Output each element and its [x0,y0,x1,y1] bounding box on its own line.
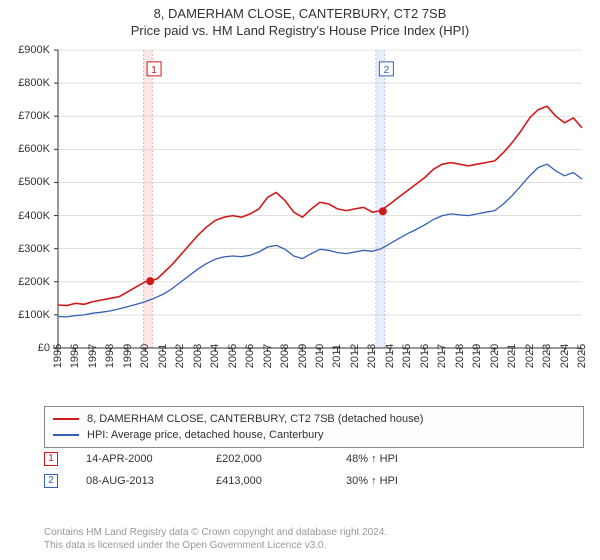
x-tick-label: 1999 [122,344,134,368]
x-tick-label: 2006 [244,344,256,368]
marker-hpi-1: 48% ↑ HPI [346,453,476,465]
marker-date-2: 08-AUG-2013 [86,475,216,487]
marker-hpi-2: 30% ↑ HPI [346,475,476,487]
x-tick-label: 2014 [384,344,396,368]
chart-container: 8, DAMERHAM CLOSE, CANTERBURY, CT2 7SB P… [0,0,600,560]
x-tick-label: 2016 [419,344,431,368]
y-tick-label: £300K [10,243,54,255]
x-tick-label: 2007 [262,344,274,368]
x-tick-label: 2021 [506,344,518,368]
marker-price-2: £413,000 [216,475,346,487]
marker-badge-1: 1 [44,452,58,466]
marker-table: 1 14-APR-2000 £202,000 48% ↑ HPI 2 08-AU… [44,448,476,492]
y-tick-label: £600K [10,143,54,155]
x-tick-label: 1995 [52,344,64,368]
svg-text:2: 2 [384,65,390,76]
chart-area: 1 2 £0 £100K £200K £300K £400K £500K £600K £700K… [10,44,590,399]
title-line-2: Price paid vs. HM Land Registry's House … [0,23,600,38]
legend-swatch-2 [53,434,79,436]
x-tick-label: 2005 [227,344,239,368]
x-tick-label: 2004 [209,344,221,368]
title-block: 8, DAMERHAM CLOSE, CANTERBURY, CT2 7SB P… [0,0,600,38]
title-line-1: 8, DAMERHAM CLOSE, CANTERBURY, CT2 7SB [0,6,600,21]
x-tick-label: 2010 [314,344,326,368]
legend-swatch-1 [53,418,79,420]
y-tick-label: £200K [10,276,54,288]
x-tick-label: 2024 [559,344,571,368]
legend-row-2: HPI: Average price, detached house, Cant… [53,427,575,443]
y-tick-label: £800K [10,77,54,89]
x-tick-label: 2008 [279,344,291,368]
x-tick-label: 2020 [489,344,501,368]
x-tick-label: 2019 [471,344,483,368]
marker-row-2: 2 08-AUG-2013 £413,000 30% ↑ HPI [44,470,476,492]
legend-row-1: 8, DAMERHAM CLOSE, CANTERBURY, CT2 7SB (… [53,411,575,427]
x-tick-label: 2003 [192,344,204,368]
marker-row-1: 1 14-APR-2000 £202,000 48% ↑ HPI [44,448,476,470]
x-tick-label: 2023 [541,344,553,368]
marker-badge-2: 2 [44,474,58,488]
footer: Contains HM Land Registry data © Crown c… [44,526,387,552]
x-tick-label: 1997 [87,344,99,368]
marker-date-1: 14-APR-2000 [86,453,216,465]
x-tick-label: 2002 [174,344,186,368]
x-tick-label: 2018 [454,344,466,368]
y-tick-label: £100K [10,309,54,321]
marker-price-1: £202,000 [216,453,346,465]
y-tick-label: £0 [10,342,54,354]
y-tick-label: £500K [10,176,54,188]
svg-text:1: 1 [151,65,157,76]
x-tick-label: 2001 [157,344,169,368]
x-tick-label: 1998 [104,344,116,368]
x-tick-label: 1996 [69,344,81,368]
x-tick-label: 2025 [576,344,588,368]
legend-label-1: 8, DAMERHAM CLOSE, CANTERBURY, CT2 7SB (… [87,413,423,425]
x-tick-label: 2009 [297,344,309,368]
legend: 8, DAMERHAM CLOSE, CANTERBURY, CT2 7SB (… [44,406,584,448]
footer-line-2: This data is licensed under the Open Gov… [44,539,387,552]
footer-line-1: Contains HM Land Registry data © Crown c… [44,526,387,539]
x-tick-label: 2011 [331,344,343,368]
x-tick-label: 2000 [139,344,151,368]
legend-label-2: HPI: Average price, detached house, Cant… [87,429,323,441]
y-tick-label: £700K [10,110,54,122]
x-tick-label: 2015 [401,344,413,368]
y-tick-label: £900K [10,44,54,56]
x-tick-label: 2017 [436,344,448,368]
y-tick-label: £400K [10,210,54,222]
x-tick-label: 2022 [524,344,536,368]
x-tick-label: 2013 [366,344,378,368]
x-tick-label: 2012 [349,344,361,368]
